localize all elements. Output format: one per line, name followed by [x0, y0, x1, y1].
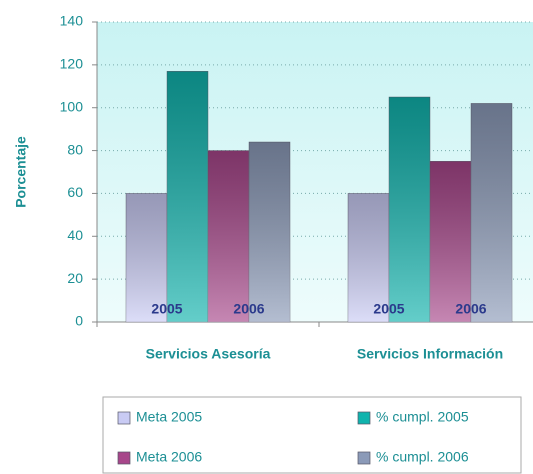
legend-swatch [117, 411, 131, 425]
y-tick-label: 140 [60, 13, 84, 29]
x-tick-label: Servicios Información [357, 346, 503, 362]
annotation: 2005 [151, 301, 182, 317]
legend-label: % cumpl. 2005 [376, 409, 469, 425]
bar [429, 161, 472, 323]
legend-label: % cumpl. 2006 [376, 449, 469, 465]
y-tick-label: 100 [60, 98, 84, 114]
y-tick-label: 120 [60, 56, 84, 72]
legend-swatch [357, 411, 371, 425]
legend-label: Meta 2005 [136, 409, 202, 425]
y-tick-label: 60 [67, 184, 83, 200]
y-tick-label: 20 [67, 270, 83, 286]
bar [470, 103, 513, 323]
y-tick-label: 80 [67, 141, 83, 157]
y-tick-label: 40 [67, 227, 83, 243]
legend [102, 396, 522, 474]
legend-swatch [117, 451, 131, 465]
y-axis-title: Porcentaje [13, 136, 29, 208]
annotation: 2005 [373, 301, 404, 317]
bar [207, 150, 250, 323]
legend-swatch [357, 451, 371, 465]
x-tick-label: Servicios Asesoría [146, 346, 271, 362]
legend-label: Meta 2006 [136, 449, 202, 465]
annotation: 2006 [455, 301, 486, 317]
y-tick-label: 0 [75, 313, 83, 329]
bar [166, 71, 209, 323]
annotation: 2006 [233, 301, 264, 317]
bar [248, 141, 291, 323]
bar [388, 96, 431, 323]
